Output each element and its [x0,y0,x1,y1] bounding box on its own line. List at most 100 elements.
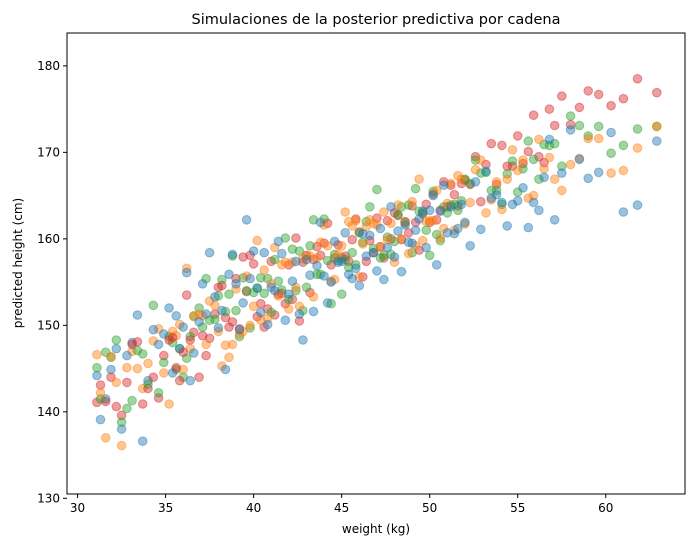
data-point [95,380,106,390]
data-point [393,209,403,220]
data-point [549,174,560,184]
data-point [178,372,188,383]
data-point [95,394,106,404]
data-point [523,136,534,146]
data-point [122,403,132,414]
data-point [148,372,159,383]
data-point [143,375,153,386]
data-point [417,206,428,216]
y-tick-label: 130 [37,491,60,505]
data-point [159,350,169,361]
data-point [446,180,456,190]
data-point [379,250,389,261]
data-point [326,277,336,287]
data-point [343,256,354,267]
data-point [491,185,502,196]
data-point [379,274,389,285]
data-point [460,217,470,228]
data-point [453,205,463,216]
data-point [365,215,375,225]
data-point [439,177,449,187]
data-point [400,218,410,229]
data-point [308,292,319,302]
data-point [185,335,195,345]
data-point [291,256,301,267]
data-point [298,335,308,345]
data-point [502,161,513,171]
data-point [217,361,227,371]
data-point [549,215,560,225]
data-point [326,298,336,309]
data-point [336,289,347,300]
data-point [439,223,449,234]
data-point [410,217,421,228]
data-point [148,300,159,311]
data-point [453,170,463,181]
data-point [368,247,379,258]
data-point [319,220,329,230]
data-point [354,280,365,291]
data-point [518,158,528,169]
data-point [329,274,340,285]
data-point [291,285,301,296]
data-point [92,397,102,408]
data-point [185,375,195,386]
data-point [449,199,460,210]
data-point [174,343,185,354]
data-point [465,197,476,208]
data-point [284,289,294,300]
data-point [512,187,523,197]
data-point [389,252,400,262]
data-point [100,394,111,404]
data-point [534,134,544,145]
data-point [424,205,435,216]
data-point [574,153,585,164]
data-point [343,216,354,227]
data-point [178,364,188,375]
data-point [396,266,407,277]
data-point [393,226,403,236]
data-point [284,260,294,270]
data-point [358,239,368,249]
data-point [606,127,616,138]
data-point [231,279,241,289]
data-point [460,219,470,229]
data-point [266,282,277,293]
data-point [565,159,576,170]
data-point [439,202,449,212]
data-point [365,230,375,241]
data-point [502,169,513,179]
data-point [111,377,122,388]
data-point [132,310,143,320]
data-point [284,304,294,314]
data-point [127,339,137,350]
data-point [421,216,432,227]
data-point [340,207,351,217]
data-point [201,339,211,350]
data-point [308,254,319,265]
data-point [326,260,336,270]
x-tick-label: 45 [334,501,349,515]
data-point [111,401,122,412]
data-point [234,324,245,335]
data-point [375,241,386,252]
data-point [476,196,486,207]
data-point [491,177,502,187]
data-point [557,91,567,101]
data-point [220,340,231,351]
data-point [106,352,116,363]
data-point [396,234,407,244]
data-point [544,104,555,114]
data-point [336,241,347,251]
y-tick-label: 180 [37,59,60,73]
data-point [491,179,502,190]
data-point [354,228,365,238]
data-point [266,307,277,318]
data-point [245,320,255,331]
data-point [400,217,410,228]
y-axis-label: predicted height (cm) [11,198,25,328]
data-point [333,257,343,268]
data-point [298,305,308,316]
data-point [481,159,491,170]
